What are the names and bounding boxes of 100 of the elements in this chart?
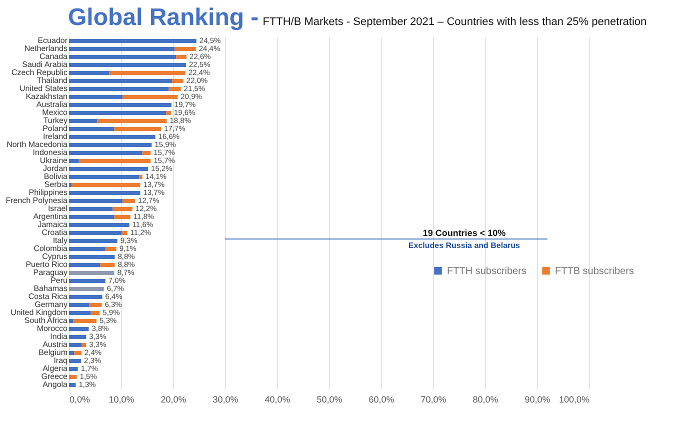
y-tick-label: French Polynesia <box>6 196 68 205</box>
y-tick-label: Angola <box>42 380 68 389</box>
y-tick-label: Thailand <box>36 76 68 85</box>
bar <box>69 263 100 267</box>
y-tick-label: Australia <box>36 100 68 109</box>
y-tick-label: North Macedonia <box>6 140 68 149</box>
bar <box>69 79 172 83</box>
y-tick-label: Czech Republic <box>11 68 68 77</box>
bar <box>122 231 128 235</box>
x-tick-label: 100,0% <box>558 394 590 404</box>
bar <box>172 79 184 83</box>
y-tick-label: Jordan <box>43 164 68 173</box>
y-tick-label: United Kingdom <box>10 308 68 317</box>
y-tick-label: Indonesia <box>32 148 68 157</box>
y-tick-label: Canada <box>39 52 68 61</box>
bar <box>142 151 151 155</box>
bar <box>69 119 98 123</box>
bar <box>69 343 82 347</box>
bar <box>69 295 102 299</box>
bar <box>69 143 152 147</box>
y-tick-label: Kazakhstan <box>26 92 68 101</box>
y-tick-label: Greece <box>41 372 68 381</box>
y-tick-label: Paraguay <box>33 268 68 277</box>
y-tick-label: Croatia <box>42 228 68 237</box>
bar <box>105 247 116 251</box>
bar <box>69 303 90 307</box>
bar <box>69 47 175 51</box>
bar <box>69 135 156 139</box>
bar <box>69 255 115 259</box>
y-tick-label: Ireland <box>43 132 68 141</box>
bar <box>69 231 122 235</box>
y-tick-label: Peru <box>50 276 68 285</box>
x-tick-label: 70,0% <box>420 394 446 404</box>
y-tick-label: United States <box>19 84 68 93</box>
y-tick-label: Bahamas <box>34 284 68 293</box>
bar <box>69 71 110 75</box>
y-tick-label: Costa Rica <box>28 292 68 301</box>
bar <box>69 95 123 99</box>
bar <box>69 175 140 179</box>
bar <box>69 103 172 107</box>
y-tick-label: Argentina <box>33 212 68 221</box>
bar <box>69 239 118 243</box>
y-tick-label: Italy <box>52 236 68 245</box>
y-tick-label: Iraq <box>54 356 68 365</box>
bar <box>122 199 136 203</box>
chart-subtitle: FTTH/B Markets - September 2021 – Countries with less than 25% penetration <box>262 16 647 28</box>
y-tick-label: Serbia <box>44 180 68 189</box>
bar <box>69 111 166 115</box>
y-tick-label: Puerto Rico <box>26 260 68 269</box>
bar <box>166 111 171 115</box>
bar <box>97 119 167 123</box>
chart-title: Global Ranking - <box>68 4 259 31</box>
x-tick-label: 40,0% <box>264 394 290 404</box>
bar <box>69 375 77 379</box>
bar <box>174 47 196 51</box>
bar <box>89 303 102 307</box>
bar <box>69 247 106 251</box>
y-tick-label: Austria <box>42 340 68 349</box>
ref-line-label: 19 Countries < 10% <box>422 228 506 238</box>
bar <box>114 215 130 219</box>
bar <box>69 87 169 91</box>
y-tick-label: Philippines <box>28 188 68 197</box>
bar <box>69 215 114 219</box>
bar <box>90 311 100 315</box>
bar <box>69 207 113 211</box>
bar <box>69 359 81 363</box>
y-tick-label: Saudi Arabia <box>22 60 68 69</box>
x-tick-label: 0,0% <box>70 394 90 404</box>
y-tick-label: Mexico <box>42 108 68 117</box>
bar <box>69 319 74 323</box>
bar <box>176 55 187 59</box>
bar <box>69 351 74 355</box>
y-tick-label: Bolivia <box>44 172 68 181</box>
x-tick-label: 50,0% <box>316 394 342 404</box>
y-tick-label: Netherlands <box>24 44 68 53</box>
bar <box>69 159 79 163</box>
x-tick-label: 10,0% <box>108 394 134 404</box>
legend-label: FTTB subscribers <box>555 266 634 277</box>
y-tick-label: Colombia <box>34 244 68 253</box>
y-tick-label: India <box>50 332 68 341</box>
y-tick-label: Israel <box>48 204 68 213</box>
y-tick-label: Cyprus <box>42 252 68 261</box>
bar <box>112 207 132 211</box>
x-tick-label: 60,0% <box>368 394 394 404</box>
bar <box>69 383 76 387</box>
bar <box>139 175 142 179</box>
bar <box>69 279 106 283</box>
bar <box>109 71 186 75</box>
bar <box>69 55 176 59</box>
y-tick-label: Germany <box>34 300 68 309</box>
y-tick-label: Jamaica <box>38 220 68 229</box>
bar <box>78 159 151 163</box>
legend-label: FTTH subscribers <box>447 266 526 277</box>
y-tick-label: Algeria <box>42 364 68 373</box>
bar <box>168 87 181 91</box>
bar <box>81 343 86 347</box>
bar <box>69 39 196 43</box>
bar <box>122 95 178 99</box>
y-tick-label: Poland <box>42 124 68 133</box>
annotation: Excludes Russia and Belarus <box>408 241 521 250</box>
